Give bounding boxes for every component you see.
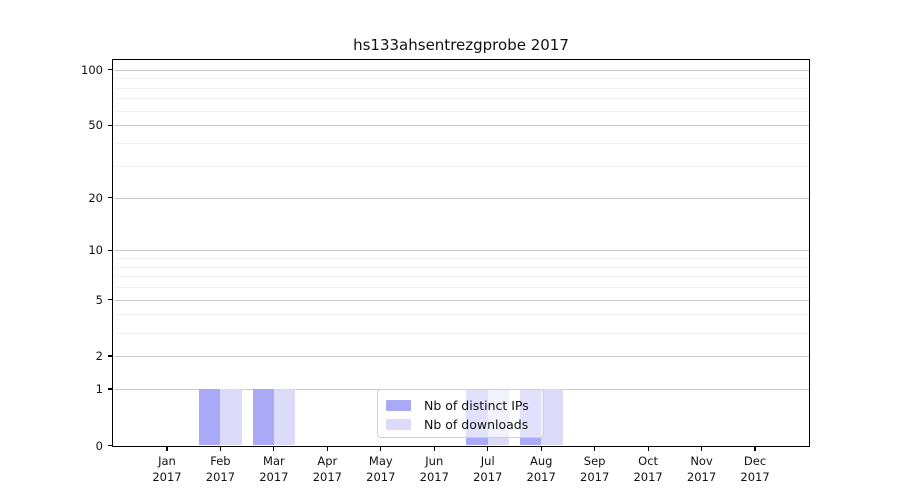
y-tick-mark	[108, 355, 112, 357]
y-tick-label: 0	[95, 438, 103, 453]
y-tick-label: 10	[88, 243, 103, 258]
x-tick-mark	[754, 447, 756, 451]
x-tick-month: Feb	[210, 453, 231, 468]
x-tick-month: Apr	[317, 453, 338, 468]
legend-swatch-downloads	[386, 419, 411, 430]
x-tick-year: 2017	[366, 469, 396, 484]
x-tick-month: Mar	[263, 453, 285, 468]
minor-gridline	[113, 266, 809, 268]
y-tick-mark	[108, 444, 112, 447]
x-tick-year: 2017	[419, 469, 449, 484]
x-tick-month: Aug	[529, 453, 553, 468]
legend: Nb of distinct IPs Nb of downloads	[377, 389, 544, 438]
x-tick-year: 2017	[473, 469, 503, 484]
x-tick-year: 2017	[259, 469, 289, 484]
x-tick-month: May	[368, 453, 393, 468]
x-tick-label: Apr 2017	[292, 453, 362, 485]
x-tick-month: Dec	[743, 453, 767, 468]
bar-mar-s0	[252, 389, 274, 446]
minor-gridline	[113, 287, 809, 289]
x-tick-mark	[594, 447, 596, 451]
x-tick-label: Jun 2017	[399, 453, 469, 485]
x-tick-month: Jul	[480, 453, 495, 468]
y-tick-mark	[108, 298, 112, 301]
minor-gridline	[113, 165, 809, 167]
minor-gridline	[113, 78, 809, 80]
x-tick-year: 2017	[312, 469, 342, 484]
x-tick-label: Sep 2017	[560, 453, 630, 485]
x-tick-year: 2017	[686, 469, 717, 484]
x-tick-mark	[273, 447, 275, 451]
x-tick-mark	[700, 447, 703, 451]
y-tick-label: 50	[88, 118, 103, 133]
x-tick-year: 2017	[526, 469, 556, 484]
x-tick-label: Feb 2017	[185, 453, 255, 485]
minor-gridline	[113, 87, 809, 89]
legend-swatch-distinct-ips	[386, 400, 411, 411]
x-tick-mark	[166, 447, 168, 451]
major-gridline	[113, 125, 809, 127]
y-tick-mark	[108, 196, 112, 199]
y-tick-label: 100	[81, 62, 103, 77]
minor-gridline	[113, 98, 809, 100]
major-gridline	[113, 197, 809, 199]
minor-gridline	[113, 110, 809, 112]
x-tick-label: Oct 2017	[613, 453, 683, 485]
x-tick-mark	[540, 447, 542, 451]
minor-gridline	[113, 332, 809, 334]
minor-gridline	[113, 143, 809, 145]
x-tick-month: Jun	[425, 453, 444, 468]
x-tick-month: Oct	[638, 453, 659, 468]
x-tick-year: 2017	[633, 469, 663, 484]
y-tick-mark	[108, 249, 112, 251]
x-tick-label: Dec 2017	[720, 453, 790, 485]
major-gridline	[113, 356, 809, 358]
y-tick-mark	[108, 124, 112, 126]
x-tick-year: 2017	[205, 469, 236, 484]
x-tick-label: Aug 2017	[506, 453, 576, 485]
x-tick-label: Mar 2017	[239, 453, 309, 485]
y-tick-mark	[108, 69, 112, 71]
x-tick-mark	[380, 447, 382, 451]
x-tick-mark	[219, 447, 221, 451]
bar-feb-s0	[199, 389, 221, 446]
x-tick-label: Jul 2017	[453, 453, 523, 485]
bar-mar-s1	[273, 389, 296, 446]
bar-aug-s1	[541, 389, 563, 446]
legend-label-distinct-ips: Nb of distinct IPs	[424, 398, 529, 413]
minor-gridline	[113, 257, 809, 259]
minor-gridline	[113, 276, 809, 278]
x-tick-mark	[487, 447, 489, 451]
x-tick-label: May 2017	[346, 453, 416, 485]
x-tick-mark	[647, 447, 649, 451]
x-tick-year: 2017	[580, 469, 610, 484]
y-tick-mark	[108, 388, 112, 390]
major-gridline	[113, 250, 809, 252]
legend-entry-downloads: Nb of downloads	[386, 415, 535, 434]
x-tick-label: Nov 2017	[667, 453, 737, 485]
y-tick-label: 5	[95, 292, 103, 307]
y-tick-label: 1	[95, 382, 103, 397]
major-gridline	[113, 69, 809, 71]
y-tick-label: 2	[95, 349, 103, 364]
x-tick-month: Nov	[690, 453, 713, 468]
x-tick-label: Jan 2017	[132, 453, 202, 485]
y-tick-label: 20	[88, 190, 103, 205]
legend-label-downloads: Nb of downloads	[424, 417, 529, 432]
minor-gridline	[113, 314, 809, 316]
bar-feb-s1	[220, 389, 242, 446]
x-tick-mark	[433, 447, 435, 451]
x-tick-mark	[326, 447, 328, 451]
x-tick-month: Sep	[583, 453, 606, 468]
major-gridline	[113, 299, 809, 301]
x-tick-year: 2017	[740, 469, 770, 484]
legend-entry-distinct-ips: Nb of distinct IPs	[386, 396, 535, 415]
chart-title: hs133ahsentrezgprobe 2017	[353, 36, 569, 54]
x-tick-year: 2017	[152, 469, 182, 484]
x-tick-month: Jan	[158, 453, 176, 468]
